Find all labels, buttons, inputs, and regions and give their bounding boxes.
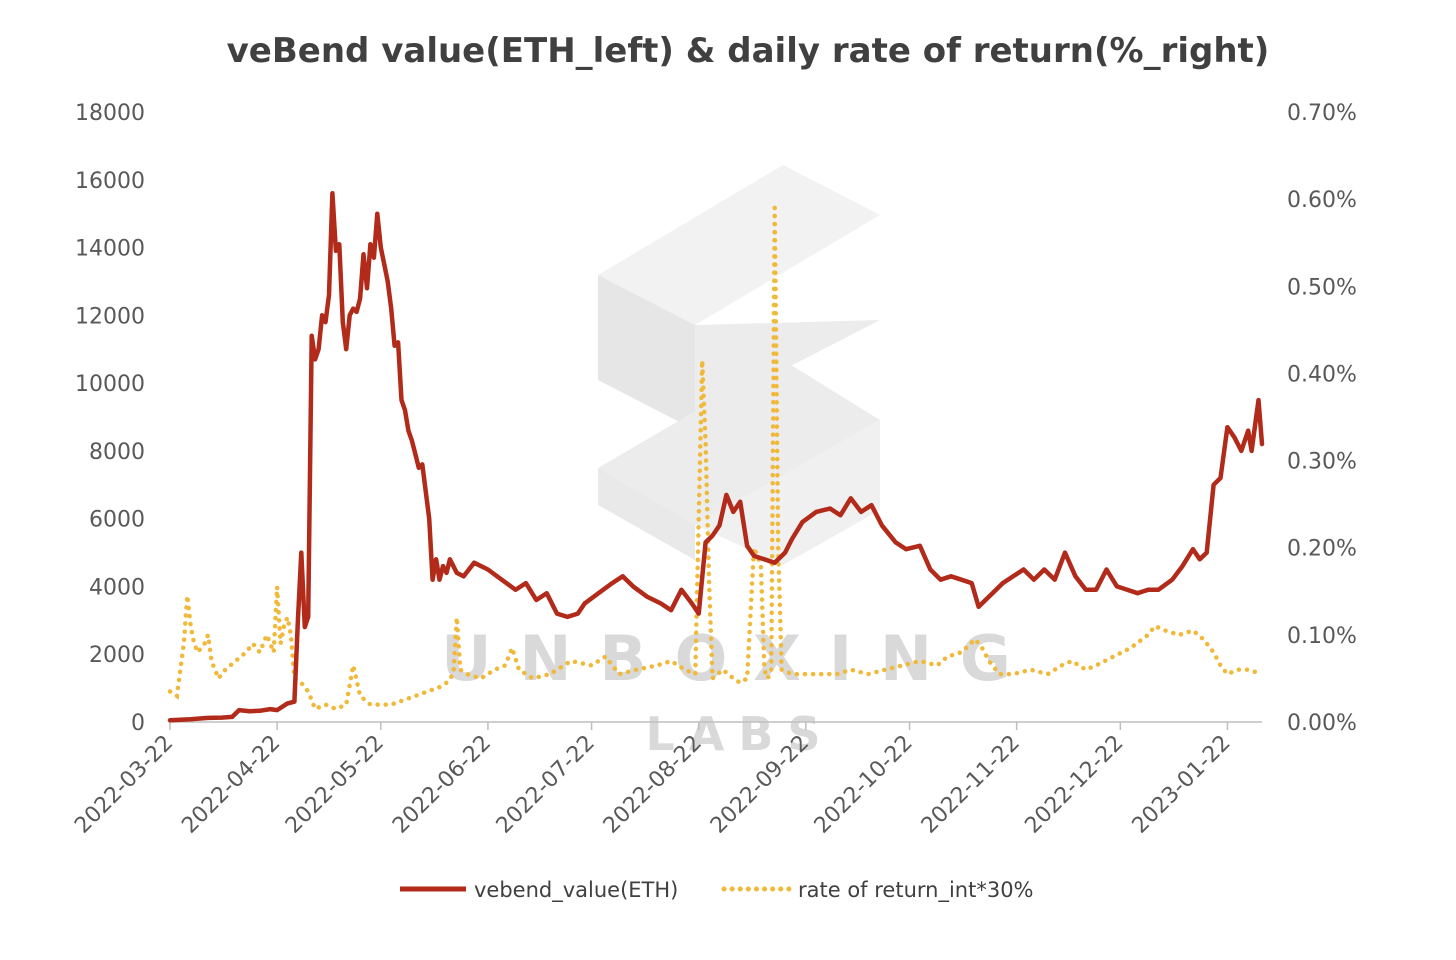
x-tick-label: 2022-03-22	[70, 731, 178, 839]
y-right-tick-label: 0.10%	[1287, 624, 1357, 649]
x-tick-label: 2022-11-22	[917, 731, 1025, 839]
y-right-tick-label: 0.60%	[1287, 188, 1357, 213]
legend-label-vebend-value: vebend_value(ETH)	[474, 878, 678, 903]
x-tick-label: 2022-06-22	[388, 731, 496, 839]
y-right-tick-label: 0.30%	[1287, 450, 1357, 475]
y-left-tick-label: 8000	[89, 440, 145, 465]
y-axis-right: 0.00% 0.10% 0.20% 0.30% 0.40% 0.50% 0.60% 0.70%	[1287, 101, 1357, 736]
watermark-text-line2: LABS	[645, 707, 834, 761]
legend-label-rate-of-return: rate of return_int*30%	[798, 878, 1034, 903]
y-left-tick-label: 16000	[75, 169, 145, 194]
y-left-tick-label: 0	[131, 711, 145, 736]
series-line-vebend-value	[167, 191, 1265, 723]
y-right-tick-label: 0.50%	[1287, 275, 1357, 300]
y-right-tick-label: 0.00%	[1287, 711, 1357, 736]
legend: vebend_value(ETH) rate of return_int*30%	[400, 878, 1034, 903]
y-left-tick-label: 14000	[75, 237, 145, 262]
watermark-text-line1: UNBOXING	[441, 622, 1039, 695]
y-right-tick-label: 0.20%	[1287, 537, 1357, 562]
x-tick-label: 2023-01-22	[1128, 731, 1236, 839]
x-tick-label: 2022-04-22	[177, 731, 285, 839]
y-left-tick-label: 10000	[75, 372, 145, 397]
series-line-rate-of-return	[167, 207, 1265, 712]
y-left-tick-label: 12000	[75, 304, 145, 329]
y-right-tick-label: 0.40%	[1287, 362, 1357, 387]
y-right-tick-label: 0.70%	[1287, 101, 1357, 126]
y-left-tick-label: 6000	[89, 508, 145, 533]
x-tick-label: 2022-05-22	[281, 731, 389, 839]
x-tick-label: 2022-12-22	[1020, 731, 1128, 839]
watermark-logo: UNBOXING LABS	[441, 165, 1039, 761]
y-left-tick-label: 2000	[89, 643, 145, 668]
y-left-tick-label: 4000	[89, 575, 145, 600]
y-axis-left: 0 2000 4000 6000 8000 10000 12000 14000 16000 180…	[75, 101, 145, 736]
chart-title: veBend value(ETH_left) & daily rate of r…	[227, 31, 1270, 71]
y-left-tick-label: 18000	[75, 101, 145, 126]
x-tick-label: 2022-07-22	[492, 731, 600, 839]
